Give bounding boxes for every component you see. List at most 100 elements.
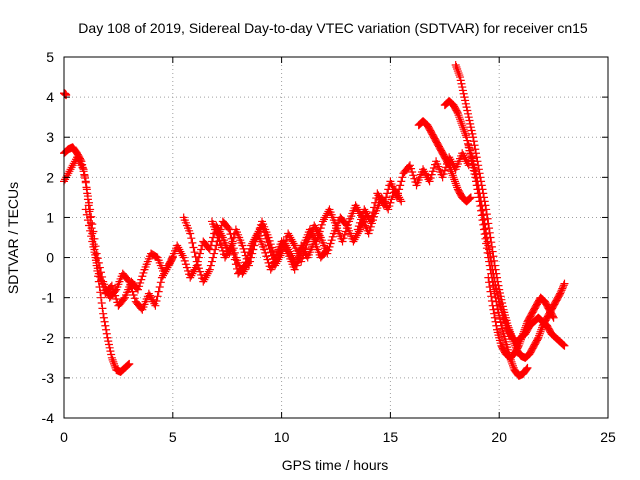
data-point [361, 207, 370, 216]
data-point [453, 183, 462, 192]
x-tick-label: 25 [600, 429, 616, 445]
data-point [387, 195, 396, 204]
data-point [83, 216, 92, 225]
data-point [485, 282, 494, 291]
data-point [165, 259, 174, 268]
data-point [104, 340, 113, 349]
data-point [518, 331, 527, 340]
data-point [196, 267, 204, 276]
data-point [556, 287, 565, 296]
data-point [163, 263, 172, 272]
data-point [421, 169, 430, 178]
data-points [60, 61, 569, 380]
data-point [216, 240, 225, 249]
data-point [352, 231, 361, 240]
data-point [515, 339, 524, 348]
data-point [410, 174, 419, 183]
data-point [267, 263, 276, 272]
data-point [386, 198, 395, 207]
tick-labels: 0 5 10 15 20 25 -4 -3 -2 -1 0 1 2 3 4 5 [42, 49, 616, 445]
data-point [478, 216, 487, 225]
data-point [264, 241, 273, 250]
data-point [461, 129, 470, 138]
data-point [508, 361, 517, 370]
data-point [368, 208, 377, 217]
data-point [427, 170, 436, 179]
plot-frame [63, 56, 609, 419]
y-axis-label: SDTVAR / TECUs [5, 182, 21, 294]
data-point [129, 290, 138, 299]
data-point [80, 171, 89, 180]
data-point [176, 247, 185, 256]
data-point [471, 167, 480, 176]
data-point [248, 239, 257, 248]
data-point [487, 292, 496, 301]
data-point [135, 282, 144, 291]
data-point [483, 237, 492, 246]
data-point [137, 275, 146, 284]
data-point [224, 247, 233, 256]
data-point [197, 270, 206, 279]
data-point [490, 277, 499, 286]
data-point [110, 361, 119, 370]
data-point [223, 249, 232, 258]
data-point [201, 273, 210, 282]
data-point [138, 272, 147, 281]
data-point [100, 317, 109, 326]
data-point [297, 248, 306, 257]
axis-ticks [63, 56, 609, 419]
data-point [240, 261, 249, 270]
data-point [95, 272, 104, 281]
data-point [488, 265, 497, 274]
data-point [486, 253, 495, 262]
data-point [105, 343, 114, 352]
data-point [535, 331, 544, 340]
data-point [500, 315, 509, 324]
data-point [358, 212, 367, 221]
data-point [244, 248, 253, 257]
data-point [466, 123, 475, 132]
data-point [479, 215, 488, 224]
data-point [148, 295, 157, 304]
data-point [83, 192, 92, 201]
data-point [485, 245, 494, 254]
data-point [428, 167, 437, 176]
data-point [465, 116, 474, 125]
data-point [367, 212, 376, 221]
data-point [482, 233, 491, 242]
data-point [99, 282, 108, 291]
data-point [352, 203, 361, 212]
data-point [296, 251, 305, 260]
data-point [464, 109, 473, 118]
data-point [209, 253, 218, 262]
series-track-f [207, 185, 406, 278]
data-point [194, 264, 203, 273]
data-point [374, 191, 383, 200]
data-point [533, 335, 542, 344]
data-point [449, 173, 458, 182]
data-point [214, 233, 223, 242]
data-point [396, 181, 405, 190]
data-point [221, 253, 230, 262]
data-point [458, 121, 467, 130]
data-point [258, 221, 267, 230]
data-point [503, 323, 512, 332]
y-tick-label: 1 [46, 209, 54, 225]
data-point [471, 145, 480, 154]
data-point [321, 213, 330, 222]
x-axis-label: GPS time / hours [282, 457, 389, 473]
x-tick-label: 10 [274, 429, 290, 445]
data-point [490, 313, 499, 322]
data-point [459, 151, 468, 160]
data-point [246, 244, 255, 253]
data-point [284, 229, 293, 238]
data-point [86, 226, 95, 235]
data-point [485, 224, 494, 233]
data-point [383, 189, 392, 198]
data-point [119, 295, 128, 304]
data-point [103, 333, 112, 342]
x-tick-label: 15 [383, 429, 399, 445]
data-point [489, 305, 498, 314]
data-point [325, 242, 334, 251]
